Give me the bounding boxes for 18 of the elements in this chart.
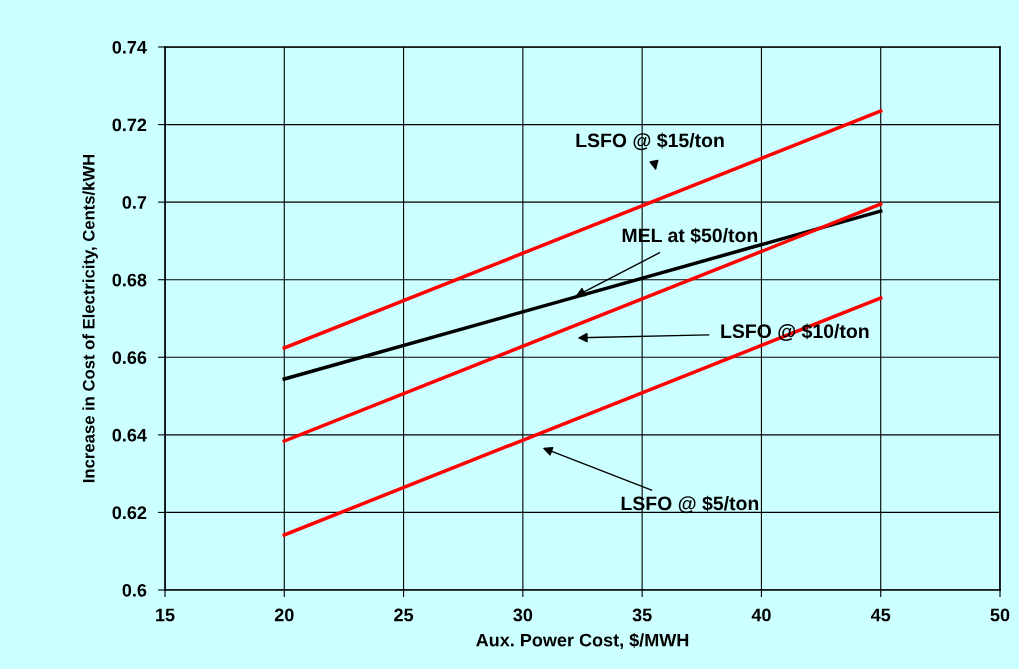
- x-tick-label: 45: [870, 608, 891, 622]
- y-tick-label: 0.68: [112, 273, 147, 287]
- x-tick-label: 15: [156, 608, 175, 622]
- y-tick-label: 0.7: [122, 196, 147, 209]
- y-tick-label: 0.74: [112, 40, 147, 54]
- y-tick-label: 0.64: [112, 428, 147, 442]
- y-tick-label: 0.66: [112, 351, 147, 365]
- y-tick-label: 0.6: [122, 583, 147, 597]
- y-tick-label: 0.72: [112, 118, 147, 132]
- x-tick-label: 35: [632, 608, 652, 622]
- x-tick-label: 25: [394, 608, 414, 622]
- x-tick-label: 20: [274, 608, 294, 622]
- x-tick-label: 30: [513, 608, 533, 622]
- x-tick-label: 50: [990, 608, 1010, 622]
- y-axis-title: Increase in Cost of Electricity, Cents/kWH: [82, 154, 98, 483]
- x-tick-label: 40: [751, 608, 771, 622]
- x-axis-title: Aux. Power Cost, $/MWH: [476, 632, 689, 650]
- y-tick-label: 0.62: [112, 506, 147, 520]
